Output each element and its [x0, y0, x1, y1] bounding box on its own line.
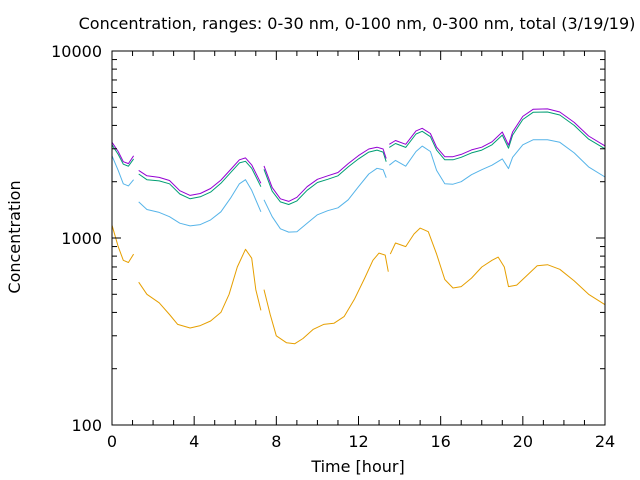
series-1-line-segment-1: [111, 225, 135, 263]
y-tick-label: 1000: [61, 229, 102, 248]
y-tick-label: 10000: [51, 42, 102, 61]
series-4-line-segment-4: [389, 108, 606, 158]
x-tick-label: 0: [107, 432, 117, 451]
series-3-line-segment-1: [111, 144, 135, 167]
chart-title: Concentration, ranges: 0-30 nm, 0-100 nm…: [79, 14, 636, 33]
x-tick-label: 12: [348, 432, 368, 451]
axes-frame: [111, 50, 606, 426]
axis-ticks: [111, 50, 606, 426]
series-3-line-segment-4: [389, 111, 606, 161]
x-tick-label: 4: [189, 432, 199, 451]
series-1-line-segment-4: [389, 227, 606, 306]
series-4-line-segment-2: [138, 157, 262, 196]
series-4-line-segment-1: [111, 142, 135, 165]
x-tick-label: 16: [430, 432, 450, 451]
series-3-line-segment-2: [138, 160, 262, 200]
plot-area: [111, 108, 606, 345]
y-tick-label: 100: [71, 416, 102, 435]
series-3-line-segment-3: [263, 149, 387, 205]
plot-frame: [111, 50, 606, 426]
x-tick-label: 24: [595, 432, 615, 451]
series-2-line-segment-2: [138, 179, 262, 227]
series-2-line-segment-3: [263, 167, 387, 233]
x-axis-label: Time [hour]: [310, 457, 404, 476]
y-axis-label: Concentration: [5, 180, 24, 293]
series-1-line-segment-3: [263, 252, 389, 345]
series-2-line-segment-1: [111, 155, 134, 187]
x-tick-label: 20: [513, 432, 533, 451]
x-tick-label: 8: [271, 432, 281, 451]
series-2-line-segment-4: [388, 139, 606, 185]
tick-labels: 0 4 8 12 16 20 24 100 1000 10000: [51, 42, 615, 451]
series-1-line-segment-2: [138, 248, 262, 329]
series-4-line-segment-3: [263, 146, 387, 202]
